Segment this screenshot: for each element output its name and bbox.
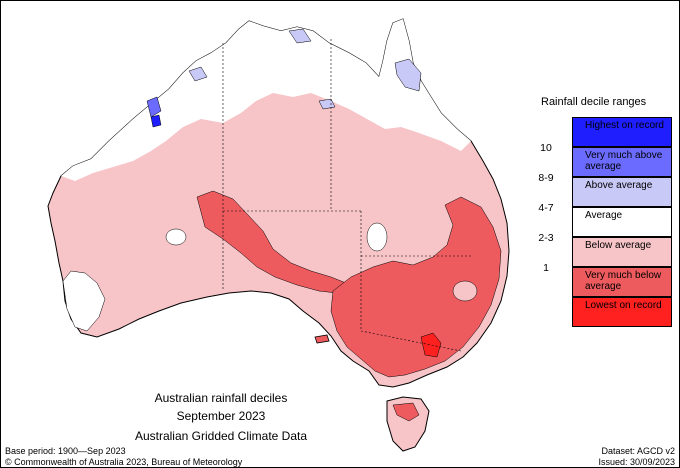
above-average-patch xyxy=(188,66,208,82)
legend-range: 2-3 xyxy=(538,232,554,244)
above-average-patch xyxy=(288,28,312,44)
dataset-label: Dataset: AGCD v2 xyxy=(601,446,675,456)
inland-average-patch xyxy=(165,228,187,246)
tasmania-dry-patch xyxy=(392,402,420,422)
legend-swatch-lowest: Lowest on record xyxy=(572,297,672,327)
legend-swatch-below: Below average xyxy=(572,237,672,267)
legend-label: Below average xyxy=(585,240,652,251)
legend-range: 4-7 xyxy=(538,202,554,214)
lowest-record-patch xyxy=(420,332,442,358)
legend-row: 10 Very much above average xyxy=(521,142,672,177)
legend-label: Very much below average xyxy=(585,270,662,292)
legend-swatch-very-much-below: Very much below average xyxy=(572,267,672,297)
legend-row: Lowest on record xyxy=(521,297,672,327)
very-much-above-patch xyxy=(146,96,162,118)
legend-row: 8-9 Above average xyxy=(521,172,672,207)
above-average-patch xyxy=(318,98,336,110)
north-average-region xyxy=(61,19,471,181)
legend-range: 8-9 xyxy=(538,172,554,184)
copyright: © Commonwealth of Australia 2023, Bureau… xyxy=(5,457,243,467)
inland-average-patch xyxy=(452,280,478,302)
legend-label: Above average xyxy=(585,180,653,191)
above-average-patch xyxy=(394,58,422,92)
highest-record-patch xyxy=(150,114,162,128)
legend-swatch-average: Average xyxy=(572,207,672,237)
legend-swatch-above: Above average xyxy=(572,177,672,207)
map-period: September 2023 xyxy=(176,409,266,423)
legend-label: Very much above average xyxy=(585,150,663,172)
base-period: Base period: 1900—Sep 2023 xyxy=(5,446,126,456)
legend-label: Highest on record xyxy=(585,120,664,131)
kangaroo-island xyxy=(314,334,330,344)
legend: Highest on record 10 Very much above ave… xyxy=(521,117,672,327)
map-dataset-title: Australian Gridded Climate Data xyxy=(134,429,308,443)
issued-date: Issued: 30/09/2023 xyxy=(598,457,675,467)
inland-average-patch xyxy=(366,222,388,252)
legend-row: 1 Very much below average xyxy=(521,262,672,297)
legend-swatch-very-much-above: Very much above average xyxy=(572,147,672,177)
legend-range: 10 xyxy=(540,142,552,154)
legend-row: 4-7 Average xyxy=(521,202,672,237)
state-borders xyxy=(222,39,471,352)
legend-label: Lowest on record xyxy=(585,300,662,311)
legend-title: Rainfall decile ranges xyxy=(541,96,647,108)
southeast-dry-region xyxy=(330,196,502,378)
legend-row: 2-3 Below average xyxy=(521,232,672,267)
west-average-region xyxy=(62,270,106,332)
legend-range: 1 xyxy=(543,262,549,274)
map-title: Australian rainfall deciles xyxy=(154,391,288,405)
legend-row: Highest on record xyxy=(521,117,672,147)
legend-swatch-highest: Highest on record xyxy=(572,117,672,147)
legend-label: Average xyxy=(585,210,623,221)
